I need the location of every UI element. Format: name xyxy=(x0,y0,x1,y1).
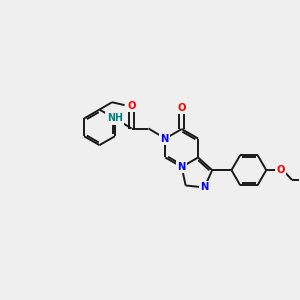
Text: O: O xyxy=(276,165,285,175)
Text: N: N xyxy=(178,162,186,172)
Text: O: O xyxy=(128,100,136,111)
Text: N: N xyxy=(200,182,209,192)
Text: N: N xyxy=(160,134,169,144)
Text: NH: NH xyxy=(107,113,123,124)
Text: O: O xyxy=(178,103,186,113)
